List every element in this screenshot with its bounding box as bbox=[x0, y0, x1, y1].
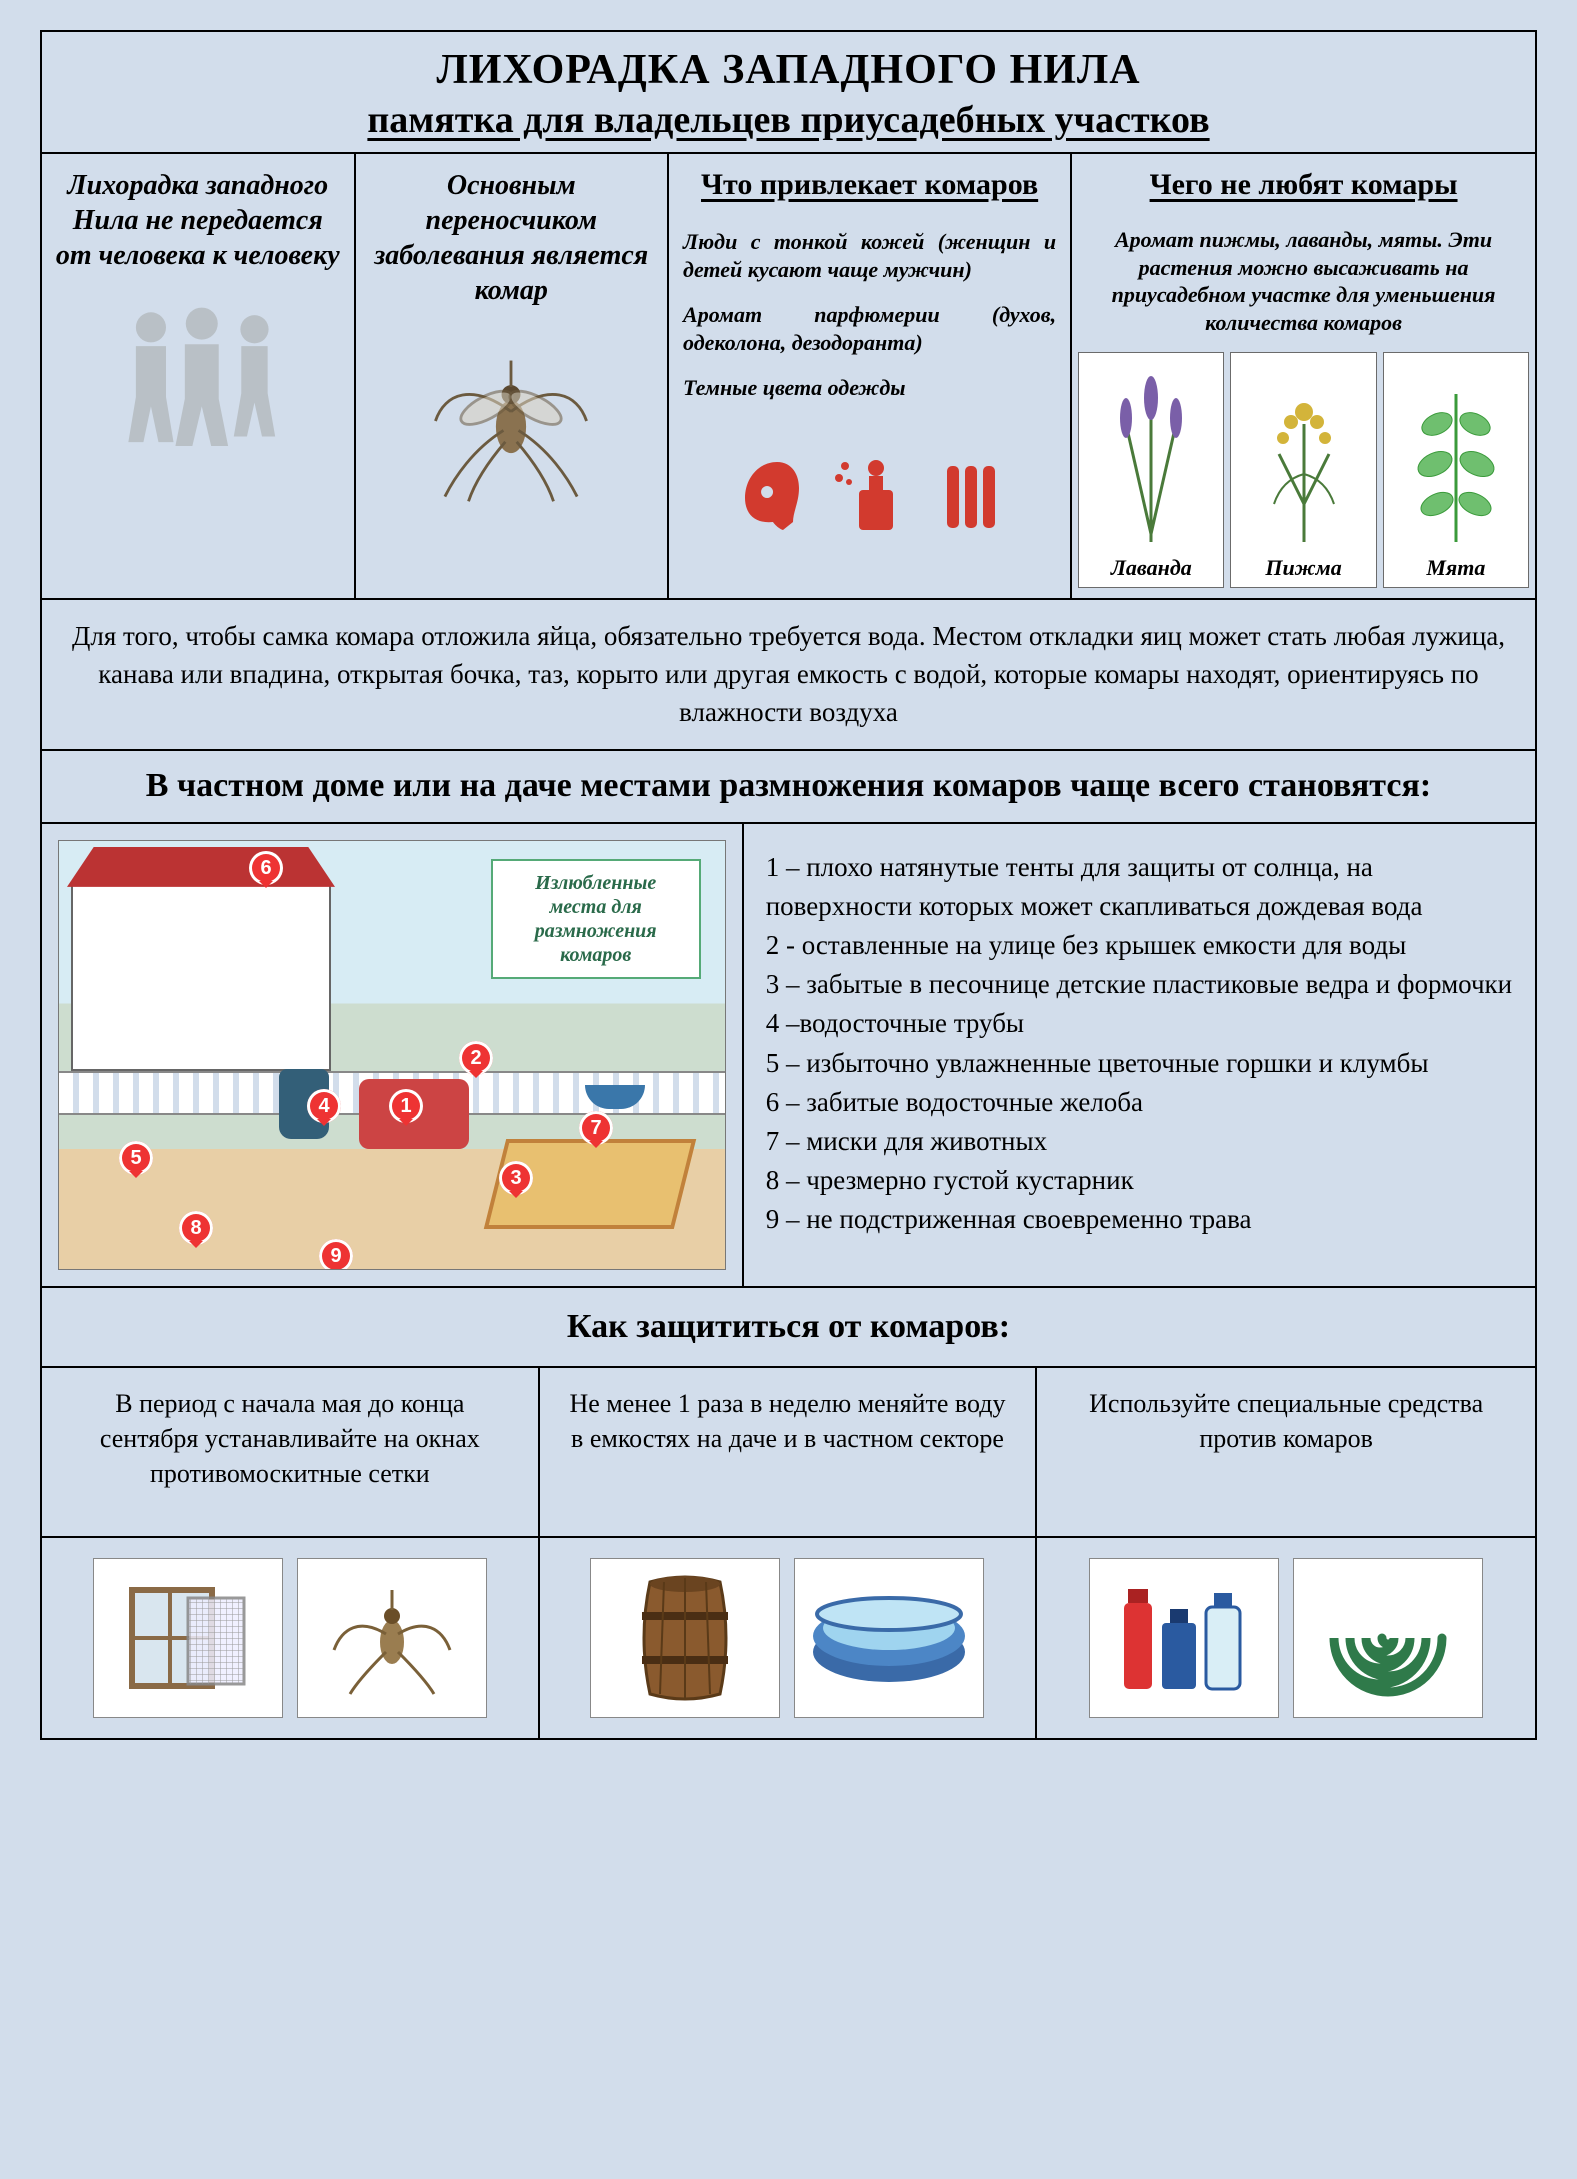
plants-row: Лаванда Пижма bbox=[1072, 346, 1535, 598]
col2-text: Основным переносчиком заболевания являет… bbox=[356, 154, 668, 322]
protect-text-2: Не менее 1 раза в неделю меняйте воду в … bbox=[540, 1368, 1036, 1538]
map-pin-3: 3 bbox=[499, 1161, 533, 1195]
protect-col-2: Не менее 1 раза в неделю меняйте воду в … bbox=[540, 1368, 1038, 1738]
breed-item-4: 4 –водосточные трубы bbox=[766, 1004, 1513, 1043]
breeding-heading: В частном доме или на даче местами размн… bbox=[42, 751, 1535, 824]
mosquito-coil-icon bbox=[1293, 1558, 1483, 1718]
breed-item-7: 7 – миски для животных bbox=[766, 1122, 1513, 1161]
dark-bars-icon bbox=[941, 456, 1003, 534]
map-pin-2: 2 bbox=[459, 1041, 493, 1075]
map-pin-7: 7 bbox=[579, 1111, 613, 1145]
breed-item-8: 8 – чрезмерно густой кустарник bbox=[766, 1161, 1513, 1200]
breed-item-1: 1 – плохо натянутые тенты для защиты от … bbox=[766, 848, 1513, 926]
protection-heading: Как защититься от комаров: bbox=[42, 1288, 1535, 1368]
map-pin-9: 9 bbox=[319, 1239, 353, 1270]
title-block: ЛИХОРАДКА ЗАПАДНОГО НИЛА памятка для вла… bbox=[42, 32, 1535, 154]
red-icons-row bbox=[669, 438, 1070, 557]
map-pin-8: 8 bbox=[179, 1211, 213, 1245]
woman-profile-icon bbox=[737, 456, 807, 534]
col1-text: Лихорадка западного Нила не передается о… bbox=[42, 154, 354, 287]
breed-item-3: 3 – забытые в песочнице детские пластико… bbox=[766, 965, 1513, 1004]
breeding-diagram: Излюбленные места для размножения комаро… bbox=[42, 824, 744, 1286]
protection-row: В период с начала мая до конца сентября … bbox=[42, 1368, 1535, 1738]
egg-info-text: Для того, чтобы самка комара отложила яй… bbox=[42, 600, 1535, 751]
title-sub: памятка для владельцев приусадебных учас… bbox=[52, 98, 1525, 142]
mint-icon bbox=[1388, 359, 1524, 549]
breeding-row: Излюбленные места для размножения комаро… bbox=[42, 824, 1535, 1288]
plant-card-mint: Мята bbox=[1383, 352, 1529, 588]
plant-label-mint: Мята bbox=[1388, 549, 1524, 581]
window-screen-icon bbox=[93, 1558, 283, 1718]
protect-text-3: Используйте специальные средства против … bbox=[1037, 1368, 1535, 1538]
yard-scene: Излюбленные места для размножения комаро… bbox=[58, 840, 726, 1270]
col-transmission: Лихорадка западного Нила не передается о… bbox=[42, 154, 356, 598]
attract-item-1: Люди с тонкой кожей (женщин и детей куса… bbox=[683, 228, 1056, 283]
plant-label-lavender: Лаванда bbox=[1083, 549, 1219, 581]
col3-body: Люди с тонкой кожей (женщин и детей куса… bbox=[669, 216, 1070, 438]
people-silhouettes-icon bbox=[42, 287, 354, 492]
mosquito-icon bbox=[356, 322, 668, 537]
repellent-bottles-icon bbox=[1089, 1558, 1279, 1718]
yard-caption: Излюбленные места для размножения комаро… bbox=[491, 859, 701, 979]
col-attracts: Что привлекает комаров Люди с тонкой кож… bbox=[669, 154, 1072, 598]
breed-item-6: 6 – забитые водосточные желоба bbox=[766, 1083, 1513, 1122]
perfume-spray-icon bbox=[835, 456, 913, 534]
breed-item-2: 2 - оставленные на улице без крышек емко… bbox=[766, 926, 1513, 965]
breed-item-9: 9 – не подстриженная своевременно трава bbox=[766, 1200, 1513, 1239]
breed-item-5: 5 – избыточно увлажненные цветочные горш… bbox=[766, 1044, 1513, 1083]
mosquito-closeup-icon bbox=[297, 1558, 487, 1718]
inflatable-pool-icon bbox=[794, 1558, 984, 1718]
top-grid: Лихорадка западного Нила не передается о… bbox=[42, 154, 1535, 600]
infographic-sheet: ЛИХОРАДКА ЗАПАДНОГО НИЛА памятка для вла… bbox=[40, 30, 1537, 1740]
tansy-icon bbox=[1235, 359, 1371, 549]
attract-item-2: Аромат парфюмерии (духов, одеколона, дез… bbox=[683, 301, 1056, 356]
breeding-list: 1 – плохо натянутые тенты для защиты от … bbox=[744, 824, 1535, 1286]
protect-text-1: В период с начала мая до конца сентября … bbox=[42, 1368, 538, 1538]
col4-heading: Чего не любят комары bbox=[1072, 154, 1535, 216]
house-shape bbox=[71, 881, 331, 1071]
col-repels: Чего не любят комары Аромат пижмы, лаван… bbox=[1072, 154, 1535, 598]
plant-card-lavender: Лаванда bbox=[1078, 352, 1224, 588]
protect-col-3: Используйте специальные средства против … bbox=[1037, 1368, 1535, 1738]
plant-label-tansy: Пижма bbox=[1235, 549, 1371, 581]
lavender-icon bbox=[1083, 359, 1219, 549]
title-main: ЛИХОРАДКА ЗАПАДНОГО НИЛА bbox=[52, 46, 1525, 94]
col3-heading: Что привлекает комаров bbox=[669, 154, 1070, 216]
wooden-barrel-icon bbox=[590, 1558, 780, 1718]
col-vector: Основным переносчиком заболевания являет… bbox=[356, 154, 670, 598]
protect-col-1: В период с начала мая до конца сентября … bbox=[42, 1368, 540, 1738]
attract-item-3: Темные цвета одежды bbox=[683, 374, 1056, 402]
map-pin-6: 6 bbox=[249, 851, 283, 885]
map-pin-1: 1 bbox=[389, 1089, 423, 1123]
plant-card-tansy: Пижма bbox=[1230, 352, 1376, 588]
map-pin-4: 4 bbox=[307, 1089, 341, 1123]
col4-note: Аромат пижмы, лаванды, мяты. Эти растени… bbox=[1072, 216, 1535, 346]
map-pin-5: 5 bbox=[119, 1141, 153, 1175]
